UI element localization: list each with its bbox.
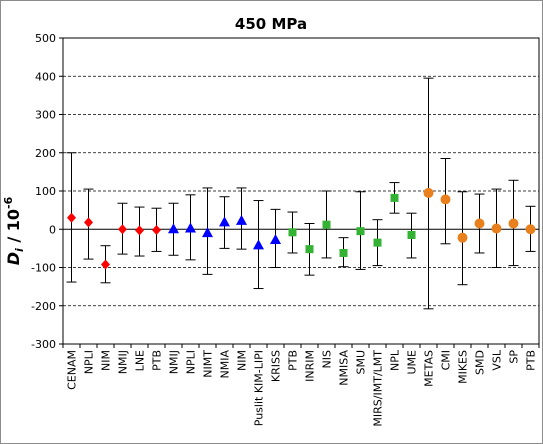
data-point-circle [423,187,434,198]
x-tick-label: SMD [474,350,487,375]
x-tick-label: CMI [440,350,453,370]
data-point-diamond [67,212,76,223]
x-tick-label: PTB [151,350,164,371]
data-point-triangle [270,233,281,244]
x-tick-label: LNE [134,350,147,371]
x-tick-label: UME [406,350,419,375]
y-tick-label: 0 [49,223,56,236]
x-tick-label: NIMT [202,350,215,378]
axes [59,37,540,348]
data-point-circle [457,232,468,243]
data-point-triangle [219,216,230,227]
x-tick-label: NMIA [219,350,232,379]
data-point-circle [508,218,519,229]
x-tick-label: MIRS/IMT/LMT [372,350,385,427]
x-tick-label: NMIJ [168,350,181,374]
x-tick-label: VSL [491,349,504,371]
data-point-square [390,193,399,202]
x-tick-label: MIKES [457,350,470,384]
y-axis-label: Di / 10-6 [2,196,26,265]
data-point-triangle [168,223,179,234]
data-point-circle [525,224,536,235]
y-tick-label: -200 [31,300,56,313]
data-point-square [322,220,331,229]
y-tick-label: 200 [35,147,56,160]
data-point-square [407,230,416,239]
data-point-triangle [236,214,247,225]
x-tick-label: NIS [321,350,334,368]
data-point-diamond [101,259,110,270]
x-tick-label: SMU [355,350,368,375]
data-point-diamond [135,225,144,236]
data-point-triangle [253,239,264,250]
x-tick-label: SP [508,350,521,364]
x-tick-label: NMISA [338,350,351,386]
y-tick-labels: -300 -200 -100 0 100 200 300 400 500 [31,32,56,351]
gridlines [63,75,539,307]
data-point-square [339,248,348,257]
x-tick-label: NPLI [185,350,198,374]
data-points [67,187,536,270]
x-tick-labels: CENAM NPLI NIM NMIJ LNE PTB NMIJ NPLI NIMT NMIA NI… [66,349,538,426]
data-point-circle [440,194,451,205]
data-point-diamond [84,217,93,228]
x-tick-label: KRISS [270,350,283,382]
data-point-triangle [202,227,213,238]
data-point-square [373,238,382,247]
x-tick-label: NPL [389,349,402,371]
x-tick-label: NMIJ [117,350,130,374]
data-point-square [305,245,314,254]
data-point-circle [474,218,485,229]
x-tick-label: NIM [100,350,113,371]
data-point-circle [491,223,502,234]
data-point-triangle [185,222,196,233]
y-tick-label: 300 [35,109,56,122]
data-point-square [356,227,365,236]
x-tick-label: NIM [236,350,249,371]
x-tick-label: INRIM [304,350,317,382]
y-tick-label: -100 [31,262,56,275]
y-tick-label: 400 [35,70,56,83]
data-point-square [288,228,297,237]
x-tick-label: Puslit KIM-LIPI [253,350,266,426]
y-tick-label: 100 [35,185,56,198]
error-bars [66,77,536,310]
data-point-diamond [118,224,127,235]
y-tick-label: -300 [31,338,56,351]
data-point-diamond [152,225,161,236]
x-tick-label: PTB [525,350,538,371]
chart-title: 450 MPa [235,15,307,33]
x-tick-label: CENAM [66,350,79,390]
y-tick-label: 500 [35,32,56,45]
x-tick-label: NPLI [83,350,96,374]
x-tick-label: PTB [287,350,300,371]
x-tick-label: METAS [423,350,436,387]
